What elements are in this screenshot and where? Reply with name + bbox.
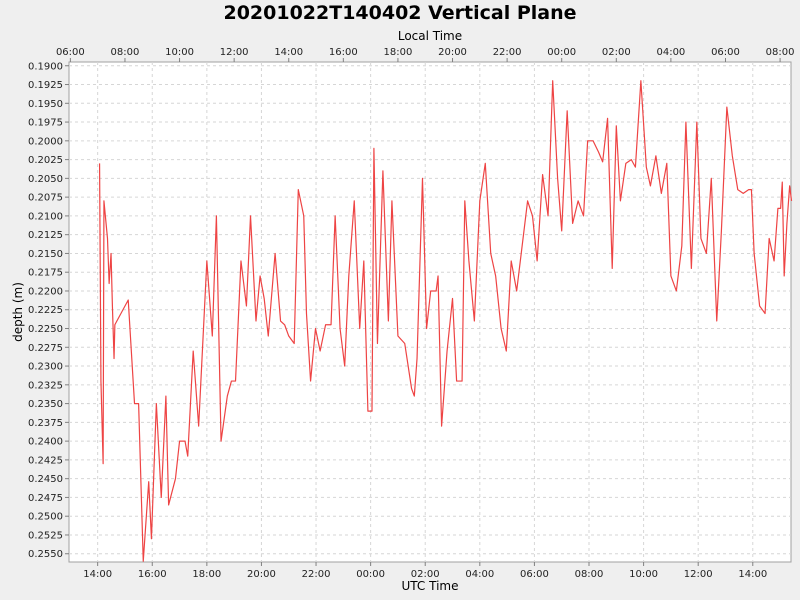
chart-title: 20201022T140402 Vertical Plane — [223, 2, 576, 24]
x-axis-label: UTC Time — [402, 579, 459, 593]
y-tick-label: 0.1900 — [28, 61, 63, 72]
y-tick-label: 0.2550 — [28, 549, 63, 560]
y-tick-label: 0.1950 — [28, 99, 63, 110]
x2-tick-label: 08:00 — [111, 47, 140, 58]
y-tick-label: 0.2400 — [28, 437, 63, 448]
plot-area — [68, 61, 792, 563]
y-tick-label: 0.2225 — [28, 305, 63, 316]
x-tick-label: 02:00 — [411, 569, 440, 580]
x-tick-label: 22:00 — [302, 569, 331, 580]
x2-tick-label: 00:00 — [547, 47, 576, 58]
x-tick-label: 00:00 — [356, 569, 385, 580]
x2-tick-label: 16:00 — [329, 47, 358, 58]
x2-tick-label: 22:00 — [493, 47, 522, 58]
x-axis-ticks: 14:00 16:00 18:00 20:00 22:00 00:00 02:00 04:00… — [83, 562, 767, 580]
x2-tick-label: 14:00 — [274, 47, 303, 58]
x2-tick-label: 10:00 — [165, 47, 194, 58]
x2-tick-label: 04:00 — [656, 47, 685, 58]
x2-axis-label: Local Time — [398, 29, 462, 43]
x-tick-label: 08:00 — [575, 569, 604, 580]
y-tick-label: 0.2325 — [28, 380, 63, 391]
x2-tick-label: 06:00 — [56, 47, 85, 58]
x2-tick-label: 18:00 — [384, 47, 413, 58]
y-axis-ticks: 0.1900 0.1925 0.1950 0.1975 0.2000 0.2025 0.20… — [28, 61, 69, 560]
y-tick-label: 0.2500 — [28, 512, 63, 523]
x2-tick-label: 02:00 — [602, 47, 631, 58]
y-tick-label: 0.2125 — [28, 230, 63, 241]
y-tick-label: 0.2275 — [28, 343, 63, 354]
y-tick-label: 0.2475 — [28, 493, 63, 504]
series-layer — [98, 80, 793, 562]
y-tick-label: 0.1975 — [28, 118, 63, 129]
y-tick-label: 0.2375 — [28, 418, 63, 429]
x-tick-label: 14:00 — [83, 569, 112, 580]
x-tick-label: 16:00 — [138, 569, 167, 580]
y-tick-label: 0.2425 — [28, 455, 63, 466]
x-tick-label: 06:00 — [520, 569, 549, 580]
y-tick-label: 0.2300 — [28, 362, 63, 373]
series-line-depth — [98, 80, 793, 562]
x2-tick-label: 08:00 — [766, 47, 795, 58]
y-tick-label: 0.2075 — [28, 193, 63, 204]
y-tick-label: 0.2525 — [28, 530, 63, 541]
x-tick-label: 04:00 — [465, 569, 494, 580]
y-tick-label: 0.2100 — [28, 211, 63, 222]
x-tick-label: 20:00 — [247, 569, 276, 580]
y-axis-label: depth (m) — [11, 282, 25, 342]
y-tick-label: 0.2200 — [28, 286, 63, 297]
y-tick-label: 0.2250 — [28, 324, 63, 335]
y-tick-label: 0.2150 — [28, 249, 63, 260]
x2-tick-label: 06:00 — [711, 47, 740, 58]
y-tick-label: 0.2000 — [28, 136, 63, 147]
x-tick-label: 18:00 — [192, 569, 221, 580]
y-tick-label: 0.1925 — [28, 80, 63, 91]
y-tick-label: 0.2350 — [28, 399, 63, 410]
x-tick-label: 14:00 — [738, 569, 767, 580]
y-tick-label: 0.2050 — [28, 174, 63, 185]
y-tick-label: 0.2175 — [28, 268, 63, 279]
x2-tick-label: 20:00 — [438, 47, 467, 58]
x-tick-label: 10:00 — [629, 569, 658, 580]
y-tick-label: 0.2450 — [28, 474, 63, 485]
y-tick-label: 0.2025 — [28, 155, 63, 166]
x2-tick-label: 12:00 — [220, 47, 249, 58]
x2-axis-ticks: 06:00 08:00 10:00 12:00 14:00 16:00 18:00 20:00… — [56, 47, 795, 62]
x-tick-label: 12:00 — [684, 569, 713, 580]
